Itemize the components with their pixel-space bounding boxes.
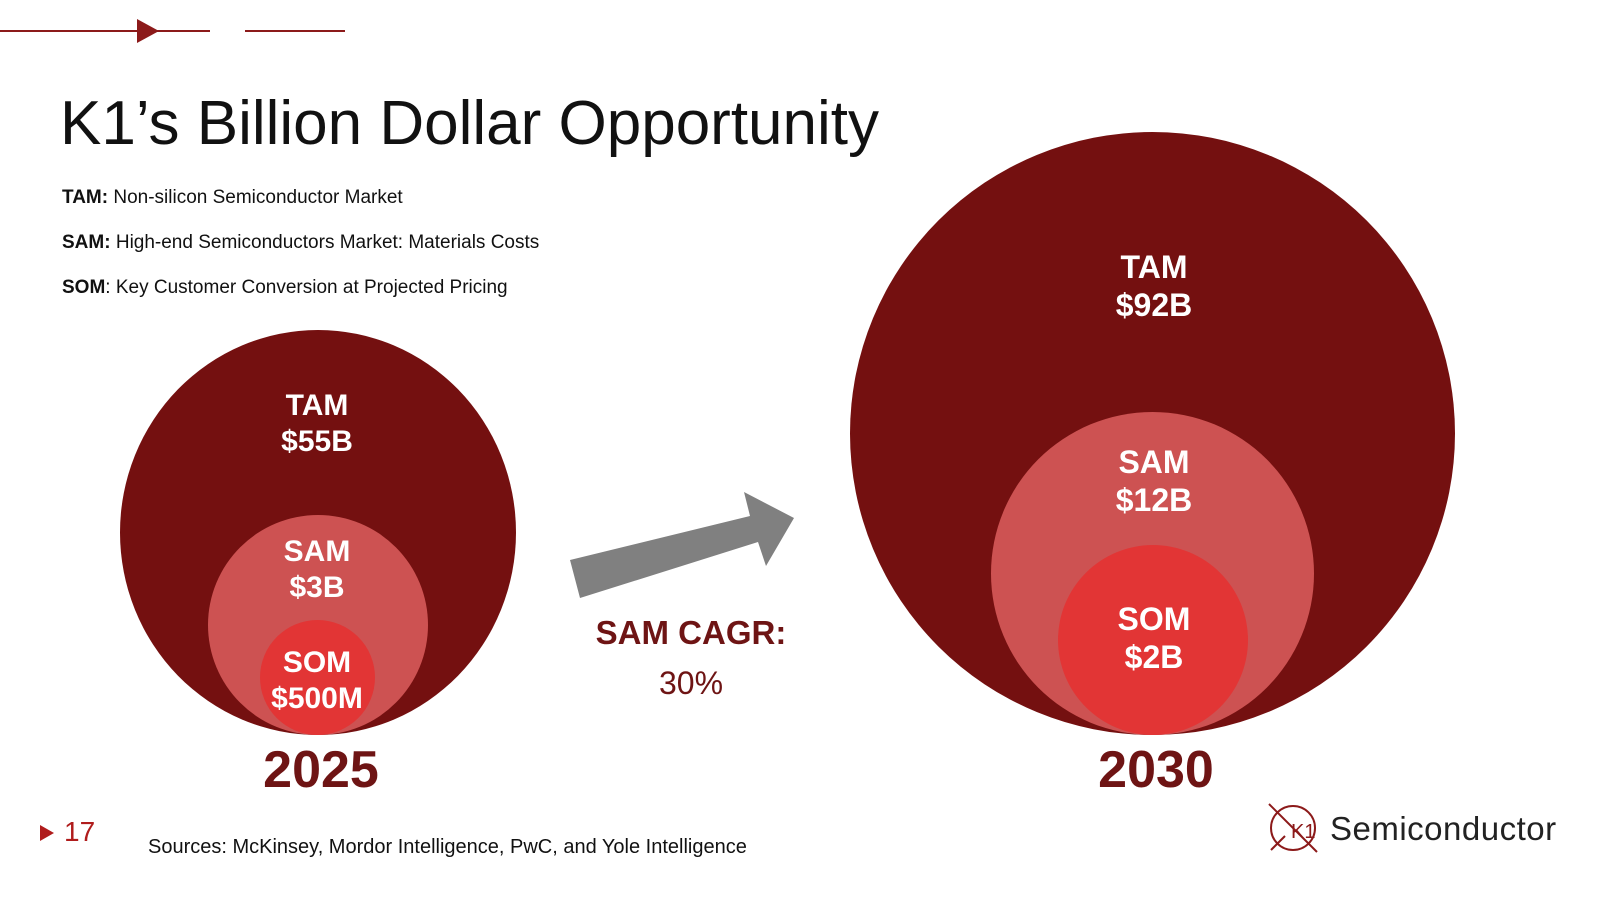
definition-term: SAM: [62, 232, 111, 253]
year-label-2030: 2030 [1098, 741, 1214, 799]
sam-label: SAM [1118, 444, 1190, 480]
som-circle-2030 [1058, 545, 1248, 735]
arrow-line-icon [137, 19, 159, 43]
page-number: 17 [64, 816, 96, 847]
definition-term: TAM: [62, 187, 109, 208]
cagr-label: SAM CAGR: [595, 614, 787, 651]
tam-label: TAM [285, 389, 349, 422]
definition-tam: TAM: Non-silicon Semiconductor Market [62, 187, 403, 209]
definition-text: Non-silicon Semiconductor Market [108, 187, 403, 208]
tam-value: $55B [281, 425, 353, 458]
tam-label-2030: TAM $92B [1116, 248, 1193, 325]
tam-label: TAM [1120, 249, 1188, 285]
tam-value: $92B [1115, 287, 1193, 324]
triangle-right-icon [40, 825, 54, 841]
top-line [0, 30, 210, 32]
sam-label: SAM [283, 535, 351, 568]
sam-value: $3B [289, 571, 345, 604]
som-label-2025: SOM $500M [271, 645, 363, 717]
definition-text: : Key Customer Conversion at Projected P… [105, 277, 508, 298]
cagr-value: 30% [658, 665, 724, 701]
year-label-2025: 2025 [263, 741, 379, 799]
sam-label-2025: SAM $3B [284, 534, 351, 606]
top-line-segment [245, 30, 345, 32]
som-value: $500M [271, 682, 363, 715]
som-label: SOM [1117, 601, 1191, 637]
right-up-arrow-icon [570, 492, 794, 598]
som-value: $2B [1124, 639, 1184, 676]
page-title: K1’s Billion Dollar Opportunity [60, 89, 880, 158]
k1-circle-logo: K1 [1268, 803, 1318, 853]
tam-label-2025: TAM $55B [281, 388, 353, 460]
logo-text: Semiconductor [1330, 810, 1557, 847]
sources-note: Sources: McKinsey, Mordor Intelligence, … [148, 836, 747, 858]
som-label-2030: SOM $2B [1118, 600, 1191, 677]
sam-value: $12B [1115, 482, 1193, 519]
definition-som: SOM: Key Customer Conversion at Projecte… [62, 277, 508, 299]
sam-label-2030: SAM $12B [1116, 443, 1193, 520]
definition-text: High-end Semiconductors Market: Material… [110, 232, 540, 253]
logo-mark: K1 [1291, 821, 1315, 843]
definition-sam: SAM: High-end Semiconductors Market: Mat… [62, 232, 539, 254]
som-label: SOM [282, 646, 352, 679]
definition-term: SOM [62, 277, 106, 298]
som-circle-2025 [260, 620, 375, 735]
